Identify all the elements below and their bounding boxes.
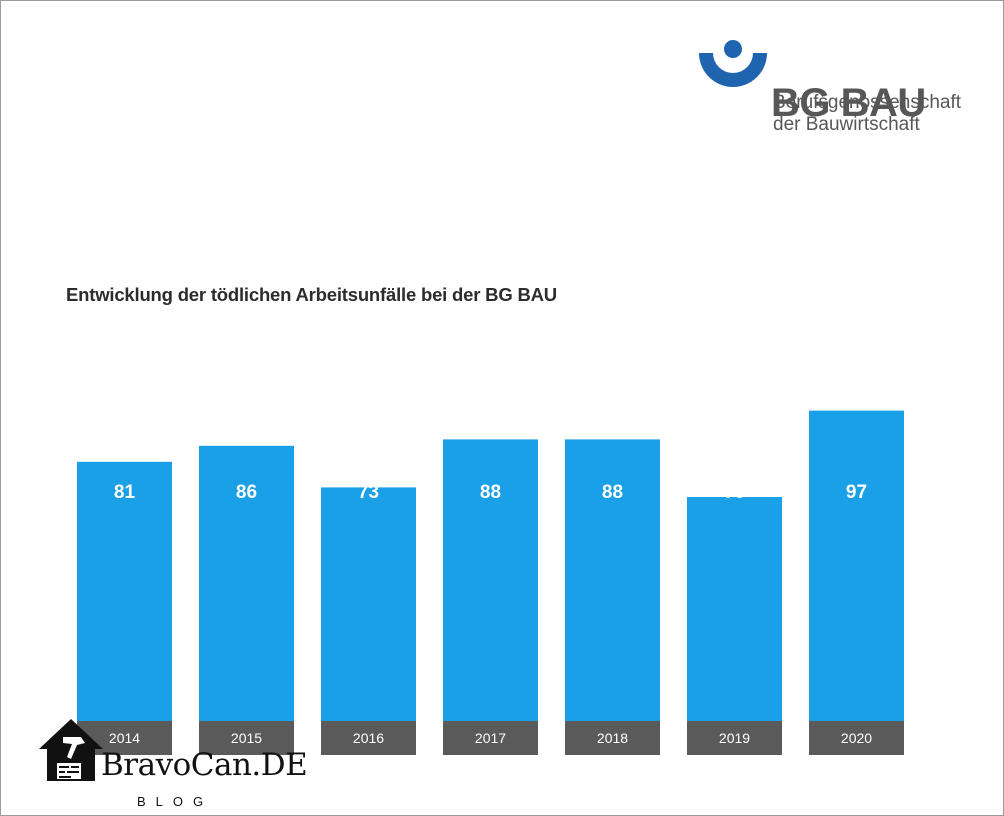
- tick-label-2018: 2018: [597, 730, 628, 746]
- bar-2020: [809, 410, 904, 721]
- bar-2015: [199, 445, 294, 721]
- logo-brand: BG BAU: [771, 81, 926, 125]
- tick-label-2015: 2015: [231, 730, 262, 746]
- bar-2018: [565, 439, 660, 721]
- category-band-2015: [199, 721, 294, 755]
- data-label-2015: 86: [236, 482, 257, 503]
- bar-2016: [321, 487, 416, 721]
- bar-2019: [687, 497, 782, 721]
- tick-label-2016: 2016: [353, 730, 384, 746]
- category-band-2018: [565, 721, 660, 755]
- bar-2014: [77, 461, 172, 721]
- tick-label-2014: 2014: [109, 730, 140, 746]
- category-band-2019: [687, 721, 782, 755]
- tick-label-2020: 2020: [841, 730, 872, 746]
- watermark-text: BravoCan.DE: [101, 747, 308, 783]
- bg-bau-emblem-icon: [699, 40, 767, 87]
- logo-subtitle-line2: der Bauwirtschaft: [773, 114, 920, 135]
- bg-bau-logo: BG BAU Berufsgenossenschaft der Bauwirts…: [697, 39, 987, 139]
- data-label-2018: 88: [602, 482, 623, 503]
- data-label-2020: 97: [846, 482, 867, 503]
- tick-label-2019: 2019: [719, 730, 750, 746]
- house-hammer-icon: [39, 719, 103, 781]
- category-band-2016: [321, 721, 416, 755]
- logo-subtitle-line1: Berufsgenossenschaft: [773, 92, 962, 113]
- watermark-subtext: BLOG: [137, 794, 214, 809]
- bar-2017: [443, 439, 538, 721]
- category-band-2017: [443, 721, 538, 755]
- data-label-2016: 73: [358, 482, 379, 503]
- category-band-2020: [809, 721, 904, 755]
- chart-title: Entwicklung der tödlichen Arbeitsunfälle…: [66, 284, 557, 305]
- watermark: BravoCan.DE BLOG: [37, 715, 347, 815]
- data-label-2014: 81: [114, 482, 136, 503]
- data-label-2017: 88: [480, 482, 501, 503]
- data-label-2019: 70: [724, 482, 745, 503]
- tick-label-2017: 2017: [475, 730, 506, 746]
